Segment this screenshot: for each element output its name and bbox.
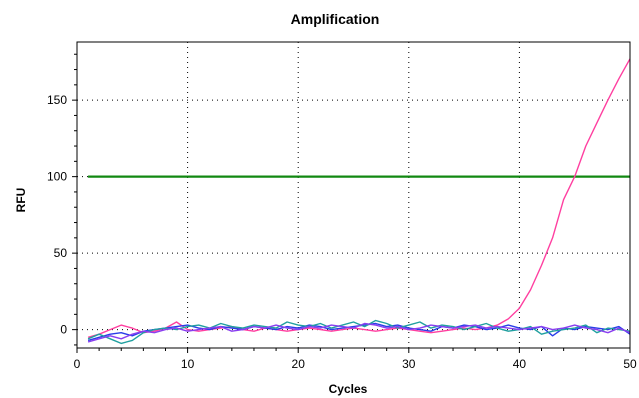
y-tick-label: 50 <box>54 246 68 260</box>
grid-layer <box>77 42 631 348</box>
tick-layer: 0 10 20 30 40 50 0 50 100 150 <box>47 53 637 371</box>
chart-title: Amplification <box>291 11 380 27</box>
y-tick-label: 150 <box>47 93 67 107</box>
x-tick-label: 50 <box>623 357 637 371</box>
x-tick-label: 30 <box>402 357 416 371</box>
x-tick-label: 20 <box>292 357 306 371</box>
series-line-1 <box>87 58 631 338</box>
y-tick-label: 0 <box>60 323 67 337</box>
x-tick-label: 0 <box>74 357 81 371</box>
series-line-4 <box>87 322 631 343</box>
plot-frame <box>76 41 631 349</box>
x-tick-label: 10 <box>181 357 195 371</box>
y-axis-label: RFU <box>14 188 28 213</box>
x-tick-label: 40 <box>513 357 527 371</box>
y-tick-label: 100 <box>47 170 67 184</box>
series-line-3 <box>87 319 631 345</box>
x-axis-label: Cycles <box>329 382 368 396</box>
series-layer <box>87 58 631 345</box>
